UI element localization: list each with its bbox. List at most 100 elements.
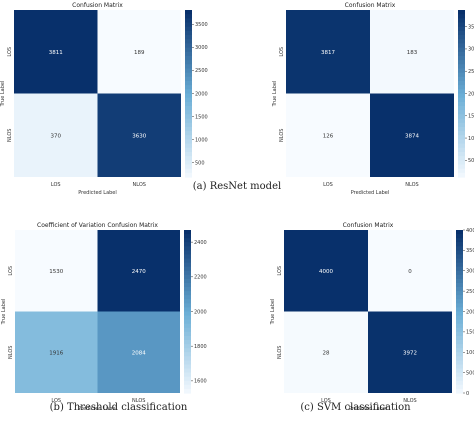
colorbar-segment [458,89,465,95]
colorbar-segment [456,356,463,361]
colorbar-segment [456,319,463,325]
colorbar-segment [458,110,465,115]
colorbar-segment [458,26,465,32]
heatmap-cell [97,311,180,393]
heatmap-cell [368,230,452,312]
chart-title: Confusion Matrix [343,222,394,229]
colorbar-segment [456,360,463,366]
heatmap-cell [97,230,180,312]
colorbar-segment [184,291,191,296]
colorbar-segment [456,274,463,280]
colorbar-segment [456,250,463,256]
colorbar-segment [456,372,463,378]
cell-value-label: 3874 [405,133,419,139]
colorbar-segment [458,10,465,15]
heatmap-svm: Confusion Matrix 4000 0 28 3972 LOS NLOS LOS NLO… [270,222,474,412]
colorbar-segment [184,388,191,394]
x-tick-label: LOS [51,182,61,188]
chart-title: Confusion Matrix [72,2,123,9]
colorbar-segment [184,234,191,239]
colorbar-segment [185,135,192,141]
colorbar-segment [456,238,463,243]
colorbar-segment [184,323,191,329]
colorbar-tick-label: 2000 [468,91,474,97]
heatmap-resnet-a: Confusion Matrix 3811 189 370 3630 LOS NLOS LOS… [0,2,208,196]
heatmap-cell [284,230,368,312]
colorbar-segment [458,139,465,145]
heatmap-cell [97,93,181,177]
cell-value-label: 3972 [403,350,417,356]
colorbar-segment [458,101,465,107]
x-tick-label: LOS [321,398,331,404]
colorbar-segment [185,80,192,86]
colorbar-segment [184,230,191,235]
colorbar-tick-label: 2500 [468,69,474,75]
x-tick-label: LOS [51,398,61,404]
colorbar-segment [184,311,191,317]
colorbar-tick-label: 1800 [194,344,207,350]
colorbar-segment [456,323,463,329]
colorbar-segment [185,39,192,44]
colorbar-segment [184,278,191,284]
colorbar-segment [185,64,192,70]
colorbar-segment [184,238,191,243]
colorbar-segment [185,172,192,178]
colorbar-segment [456,331,463,337]
colorbar-tick-label: 2000 [195,91,208,97]
colorbar-segment [185,26,192,32]
colorbar-segment [456,327,463,333]
colorbar-segment [185,89,192,95]
colorbar-segment [458,30,465,36]
colorbar-segment [184,368,191,374]
colorbar-segment [185,164,192,170]
x-axis-label: Predicted Label [78,190,117,196]
colorbar-segment [184,376,191,382]
colorbar-tick-label: 3000 [466,269,474,275]
colorbar-segment [185,118,192,124]
colorbar-tick-label: 1500 [468,114,474,120]
colorbar-segment [184,331,191,337]
heatmap-cell [15,230,98,312]
colorbar-segment [456,234,463,239]
colorbar-segment [185,68,192,74]
colorbar-tick-label: 3000 [468,47,474,53]
cell-value-label: 4000 [319,269,333,275]
colorbar-segment [184,335,191,341]
colorbar-segment [456,368,463,374]
colorbar-segment [456,282,463,288]
caption-resnet: (a) ResNet model [192,181,282,192]
x-tick-label: LOS [323,182,333,188]
colorbar-segment [458,80,465,86]
heatmap-resnet-b: Confusion Matrix 3817 183 126 3874 LOS NLOS LOS… [272,2,474,196]
colorbar-segment [456,340,463,345]
colorbar-segment [458,22,465,28]
colorbar-segment [184,372,191,378]
cell-value-label: 3630 [132,133,146,139]
colorbar-segment [458,164,465,170]
x-tick-label: NLOS [403,398,416,404]
colorbar-segment [456,291,463,296]
colorbar-segment [458,151,465,157]
colorbar-segment [185,51,192,57]
colorbar-segment [456,258,463,264]
colorbar-segment [456,335,463,341]
colorbar-segment [458,106,465,111]
colorbar-segment [185,35,192,40]
colorbar-segment [458,168,465,174]
colorbar-tick-label: 2000 [466,309,474,315]
colorbar-segment [456,311,463,317]
colorbar-segment [456,376,463,382]
cell-value-label: 3811 [49,50,63,56]
colorbar-segment [185,10,192,15]
cell-value-label: 1530 [49,269,63,275]
chart-title: Coefficient of Variation Confusion Matri… [37,222,158,229]
colorbar-segment [185,151,192,157]
colorbar-segment [456,364,463,370]
heatmap-cell [14,10,98,94]
colorbar-segment [185,143,192,149]
colorbar-segment [184,360,191,366]
cell-value-label: 1916 [49,350,63,356]
cell-value-label: 3817 [321,50,335,56]
colorbar-segment [184,262,191,268]
x-axis-label: Predicted Label [351,190,390,196]
